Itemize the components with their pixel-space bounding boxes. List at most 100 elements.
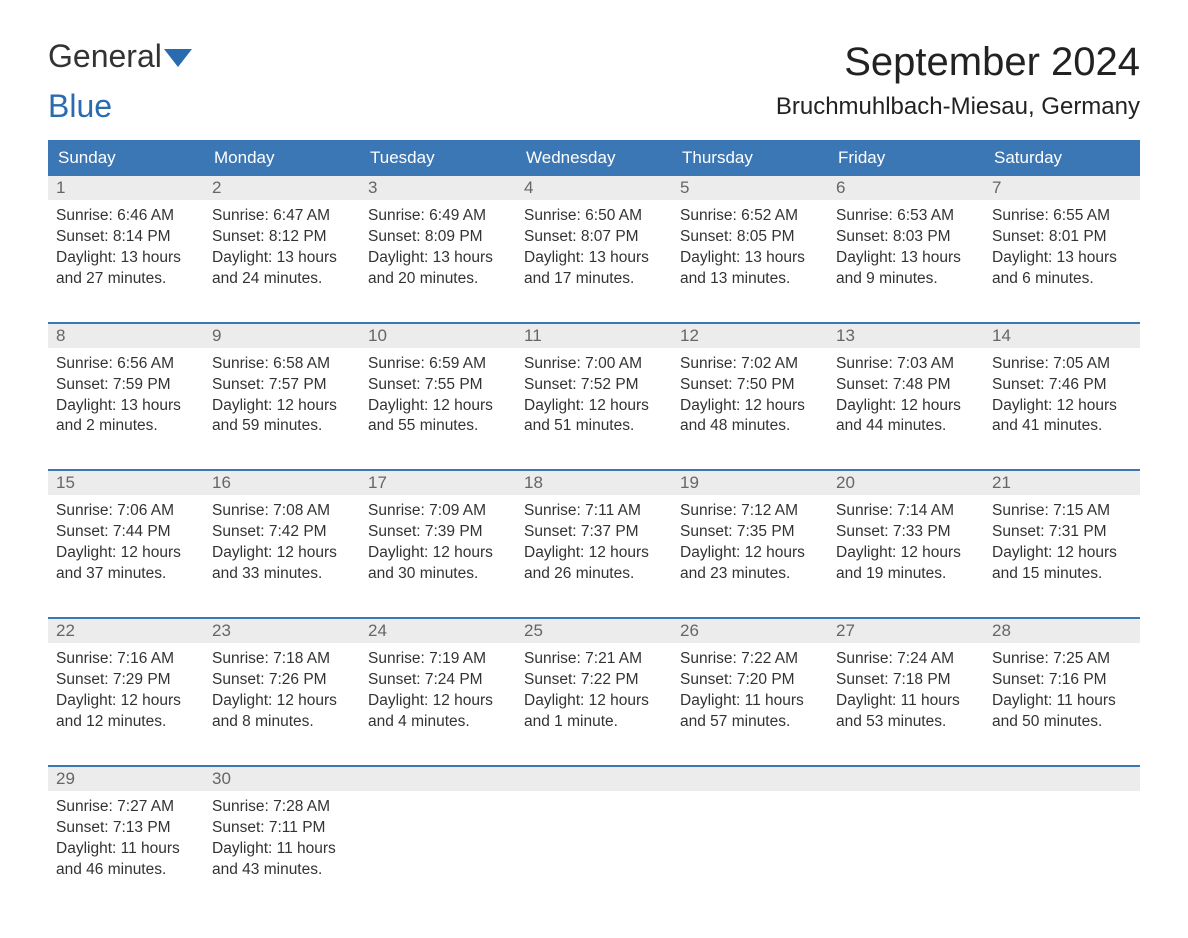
day-sunset: Sunset: 7:35 PM [680, 522, 820, 543]
day-day1: Daylight: 13 hours [368, 248, 508, 269]
day-sunrise: Sunrise: 7:12 AM [680, 501, 820, 522]
day-cell: Sunrise: 7:16 AMSunset: 7:29 PMDaylight:… [48, 643, 204, 751]
day-sunset: Sunset: 7:33 PM [836, 522, 976, 543]
day-day2: and 26 minutes. [524, 564, 664, 585]
day-number-row: 2930 [48, 767, 1140, 791]
day-sunrise: Sunrise: 6:55 AM [992, 206, 1132, 227]
day-number: 26 [672, 619, 828, 643]
day-day2: and 59 minutes. [212, 416, 352, 437]
day-day2: and 33 minutes. [212, 564, 352, 585]
day-day1: Daylight: 11 hours [836, 691, 976, 712]
day-day2: and 46 minutes. [56, 860, 196, 881]
calendar: Sunday Monday Tuesday Wednesday Thursday… [48, 140, 1140, 898]
day-day1: Daylight: 12 hours [836, 396, 976, 417]
day-number: 29 [48, 767, 204, 791]
day-cell: Sunrise: 6:55 AMSunset: 8:01 PMDaylight:… [984, 200, 1140, 308]
day-sunset: Sunset: 7:13 PM [56, 818, 196, 839]
day-number: 8 [48, 324, 204, 348]
day-sunset: Sunset: 7:55 PM [368, 375, 508, 396]
day-sunset: Sunset: 8:14 PM [56, 227, 196, 248]
day-number: 6 [828, 176, 984, 200]
day-day1: Daylight: 13 hours [836, 248, 976, 269]
day-sunset: Sunset: 7:18 PM [836, 670, 976, 691]
day-cell [516, 791, 672, 899]
day-sunrise: Sunrise: 6:59 AM [368, 354, 508, 375]
dow-sunday: Sunday [48, 140, 204, 176]
day-number-row: 891011121314 [48, 324, 1140, 348]
day-day1: Daylight: 12 hours [680, 543, 820, 564]
day-day1: Daylight: 13 hours [56, 396, 196, 417]
day-number: 22 [48, 619, 204, 643]
day-number [984, 767, 1140, 791]
day-day1: Daylight: 12 hours [368, 396, 508, 417]
day-sunset: Sunset: 8:07 PM [524, 227, 664, 248]
dow-saturday: Saturday [984, 140, 1140, 176]
day-number: 17 [360, 471, 516, 495]
day-cell: Sunrise: 6:59 AMSunset: 7:55 PMDaylight:… [360, 348, 516, 456]
day-cell: Sunrise: 7:19 AMSunset: 7:24 PMDaylight:… [360, 643, 516, 751]
day-sunrise: Sunrise: 6:47 AM [212, 206, 352, 227]
day-cell: Sunrise: 6:58 AMSunset: 7:57 PMDaylight:… [204, 348, 360, 456]
day-sunrise: Sunrise: 7:00 AM [524, 354, 664, 375]
day-day1: Daylight: 12 hours [368, 691, 508, 712]
day-sunrise: Sunrise: 7:19 AM [368, 649, 508, 670]
day-number-row: 1234567 [48, 176, 1140, 200]
calendar-week: 22232425262728Sunrise: 7:16 AMSunset: 7:… [48, 617, 1140, 751]
day-number: 19 [672, 471, 828, 495]
day-cell: Sunrise: 7:28 AMSunset: 7:11 PMDaylight:… [204, 791, 360, 899]
day-day1: Daylight: 12 hours [212, 543, 352, 564]
day-day1: Daylight: 12 hours [212, 691, 352, 712]
day-cell: Sunrise: 7:25 AMSunset: 7:16 PMDaylight:… [984, 643, 1140, 751]
day-day2: and 50 minutes. [992, 712, 1132, 733]
day-cell: Sunrise: 6:52 AMSunset: 8:05 PMDaylight:… [672, 200, 828, 308]
day-number: 7 [984, 176, 1140, 200]
day-sunrise: Sunrise: 7:21 AM [524, 649, 664, 670]
day-cell: Sunrise: 7:00 AMSunset: 7:52 PMDaylight:… [516, 348, 672, 456]
day-day2: and 55 minutes. [368, 416, 508, 437]
day-day2: and 30 minutes. [368, 564, 508, 585]
day-sunset: Sunset: 7:31 PM [992, 522, 1132, 543]
day-number: 15 [48, 471, 204, 495]
day-sunrise: Sunrise: 6:58 AM [212, 354, 352, 375]
day-day2: and 44 minutes. [836, 416, 976, 437]
day-sunset: Sunset: 8:03 PM [836, 227, 976, 248]
dow-tuesday: Tuesday [360, 140, 516, 176]
dow-thursday: Thursday [672, 140, 828, 176]
day-number-row: 15161718192021 [48, 471, 1140, 495]
day-day1: Daylight: 12 hours [992, 543, 1132, 564]
day-sunrise: Sunrise: 7:22 AM [680, 649, 820, 670]
day-sunrise: Sunrise: 7:24 AM [836, 649, 976, 670]
day-day2: and 41 minutes. [992, 416, 1132, 437]
logo: General Blue [48, 40, 192, 122]
day-cell: Sunrise: 6:46 AMSunset: 8:14 PMDaylight:… [48, 200, 204, 308]
day-number [516, 767, 672, 791]
day-day1: Daylight: 11 hours [212, 839, 352, 860]
day-sunset: Sunset: 8:05 PM [680, 227, 820, 248]
day-sunrise: Sunrise: 7:06 AM [56, 501, 196, 522]
day-day1: Daylight: 13 hours [992, 248, 1132, 269]
day-number: 28 [984, 619, 1140, 643]
calendar-week: 15161718192021Sunrise: 7:06 AMSunset: 7:… [48, 469, 1140, 603]
day-sunrise: Sunrise: 7:16 AM [56, 649, 196, 670]
day-sunset: Sunset: 7:50 PM [680, 375, 820, 396]
day-day1: Daylight: 12 hours [992, 396, 1132, 417]
day-number: 13 [828, 324, 984, 348]
header: General Blue September 2024 Bruchmuhlbac… [48, 40, 1140, 122]
day-sunrise: Sunrise: 7:03 AM [836, 354, 976, 375]
day-sunrise: Sunrise: 6:49 AM [368, 206, 508, 227]
day-number [672, 767, 828, 791]
day-sunrise: Sunrise: 6:50 AM [524, 206, 664, 227]
day-number: 12 [672, 324, 828, 348]
day-sunset: Sunset: 7:57 PM [212, 375, 352, 396]
day-day2: and 1 minute. [524, 712, 664, 733]
day-cell: Sunrise: 6:47 AMSunset: 8:12 PMDaylight:… [204, 200, 360, 308]
day-day1: Daylight: 11 hours [992, 691, 1132, 712]
day-cell: Sunrise: 7:18 AMSunset: 7:26 PMDaylight:… [204, 643, 360, 751]
day-sunset: Sunset: 7:22 PM [524, 670, 664, 691]
day-cell: Sunrise: 6:53 AMSunset: 8:03 PMDaylight:… [828, 200, 984, 308]
day-sunrise: Sunrise: 7:14 AM [836, 501, 976, 522]
day-number: 2 [204, 176, 360, 200]
day-cell: Sunrise: 7:14 AMSunset: 7:33 PMDaylight:… [828, 495, 984, 603]
day-number: 30 [204, 767, 360, 791]
day-cell: Sunrise: 7:06 AMSunset: 7:44 PMDaylight:… [48, 495, 204, 603]
